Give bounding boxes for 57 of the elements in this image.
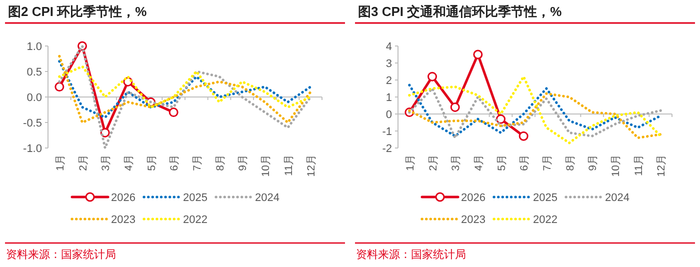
x-tick-label: 11月 (282, 154, 295, 176)
y-tick-label: 3 (386, 58, 392, 70)
text: 资料来源：国家统计局 (6, 248, 116, 261)
y-tick-label: -1 (382, 126, 392, 138)
point (428, 72, 437, 82)
point (496, 114, 506, 124)
x-tick-label: 5月 (146, 154, 158, 171)
legend-label: 2025 (533, 192, 558, 204)
point (54, 82, 64, 92)
x-tick-label: 2月 (77, 154, 90, 171)
x-tick-label: 3月 (100, 154, 112, 171)
x-tick-label: 10月 (610, 154, 622, 177)
y-tick-label: 0.0 (26, 92, 42, 104)
x-tick-label: 7月 (191, 154, 204, 171)
legend-label: 2026 (111, 192, 136, 204)
legend-label: 2024 (255, 192, 280, 204)
point (450, 102, 460, 112)
x-tick-label: 1月 (404, 154, 416, 171)
x-tick-label: 8月 (564, 154, 576, 171)
y-tick-label: 1 (386, 92, 392, 104)
legend-label: 2022 (183, 214, 208, 226)
text: 资料来源：国家统计局 (356, 248, 466, 261)
y-tick-label: 0.5 (26, 66, 42, 78)
y-tick-label: 0 (386, 109, 392, 121)
x-tick-label: 8月 (214, 154, 226, 171)
y-tick-label: 2 (386, 75, 392, 87)
x-tick-label: 4月 (122, 154, 135, 171)
x-tick-label: 2月 (427, 154, 440, 171)
y-tick-label: 1.0 (26, 41, 42, 53)
x-tick-label: 7月 (541, 154, 554, 171)
y-tick-label: -2 (382, 143, 392, 155)
y-tick-label: 4 (386, 41, 392, 53)
x-tick-label: 1月 (54, 154, 66, 171)
x-tick-label: 3月 (450, 154, 462, 171)
x-tick-label: 6月 (518, 154, 531, 171)
legend-label: 2023 (461, 214, 486, 226)
legend-label: 2026 (461, 192, 486, 204)
x-tick-label: 6月 (168, 154, 181, 171)
legend-label: 2023 (111, 214, 136, 226)
x-tick-label: 5月 (496, 154, 508, 171)
y-tick-label: -1.0 (23, 143, 42, 155)
legend-label: 2025 (183, 192, 208, 204)
y-tick-label: -0.5 (23, 118, 42, 130)
x-tick-label: 10月 (260, 154, 272, 177)
point (518, 131, 528, 141)
legend-label: 2022 (533, 214, 558, 226)
chart-title: 图2 CPI 环比季节性，% (8, 4, 148, 19)
x-tick-label: 12月 (656, 154, 668, 177)
x-tick-label: 9月 (587, 154, 600, 171)
point (473, 50, 483, 60)
point (168, 108, 178, 118)
chart-title: 图3 CPI 交通和通信环比季节性，% (358, 4, 562, 19)
x-tick-label: 4月 (472, 154, 485, 171)
x-tick-label: 11月 (632, 154, 645, 176)
x-tick-label: 9月 (237, 154, 250, 171)
x-tick-label: 12月 (306, 154, 318, 177)
legend-label: 2024 (605, 192, 630, 204)
